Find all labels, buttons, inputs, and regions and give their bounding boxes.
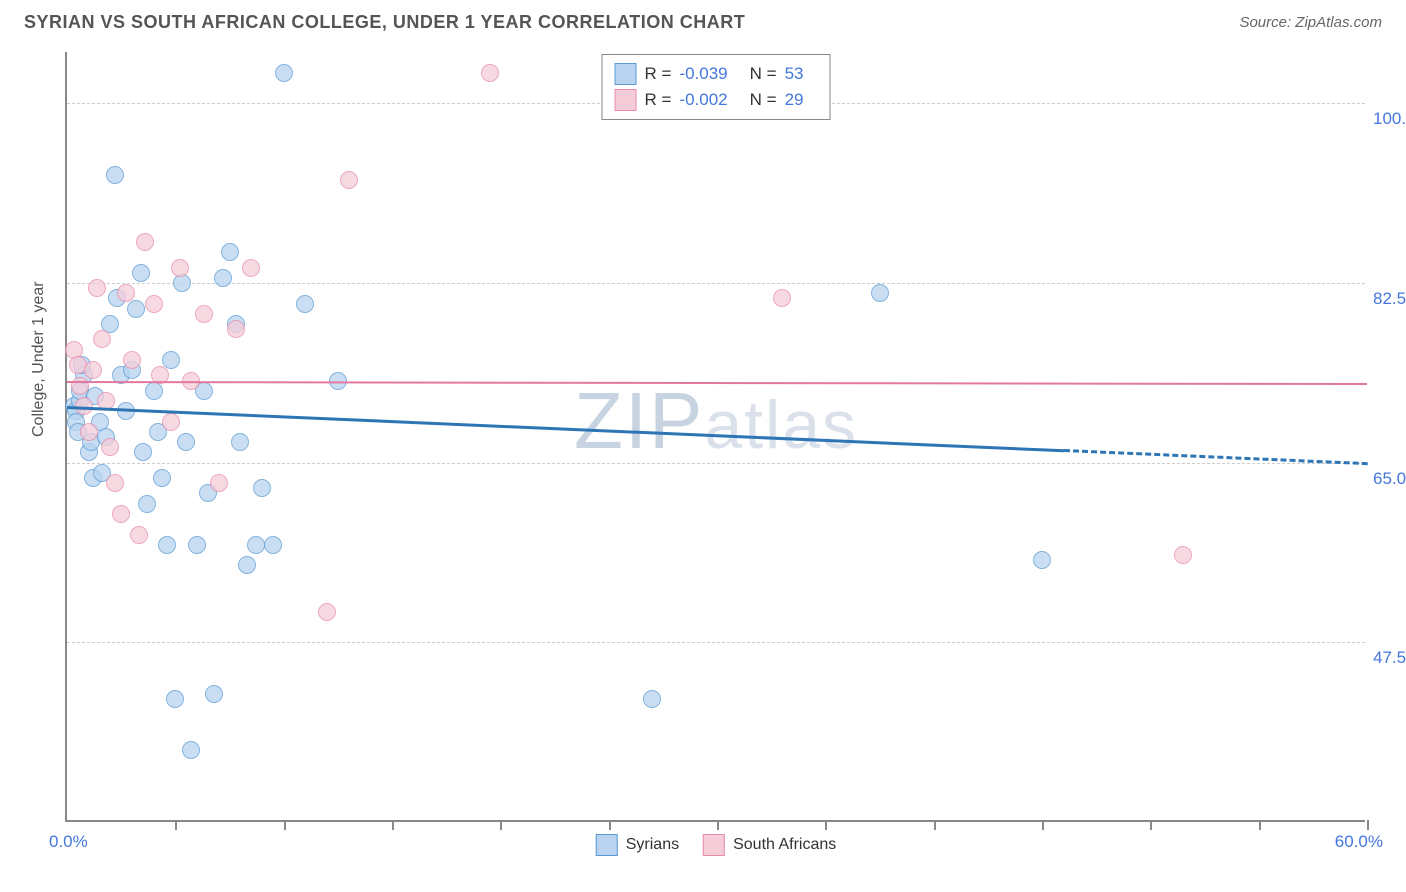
- legend-swatch: [615, 63, 637, 85]
- chart-title: SYRIAN VS SOUTH AFRICAN COLLEGE, UNDER 1…: [24, 12, 745, 33]
- data-point: [1033, 551, 1051, 569]
- n-value: 29: [785, 90, 804, 110]
- data-point: [112, 505, 130, 523]
- data-point: [106, 166, 124, 184]
- y-axis-label: College, Under 1 year: [30, 281, 48, 437]
- gridline-h: [67, 642, 1365, 643]
- chart-source: Source: ZipAtlas.com: [1239, 14, 1382, 31]
- data-point: [158, 536, 176, 554]
- legend-stat-row: R = -0.039 N = 53: [615, 61, 818, 87]
- data-point: [264, 536, 282, 554]
- legend-stat-row: R = -0.002 N = 29: [615, 87, 818, 113]
- x-tick: [1259, 820, 1261, 830]
- plot-area: ZIPatlas R =-0.039N =53R =-0.002N =29 Sy…: [65, 52, 1365, 822]
- x-tick: [1367, 820, 1369, 830]
- data-point: [188, 536, 206, 554]
- r-value: -0.002: [679, 90, 727, 110]
- data-point: [132, 264, 150, 282]
- data-point: [210, 474, 228, 492]
- data-point: [162, 413, 180, 431]
- data-point: [247, 536, 265, 554]
- data-point: [117, 284, 135, 302]
- trend-line: [67, 406, 1064, 452]
- x-axis-max: 60.0%: [1335, 832, 1383, 852]
- data-point: [340, 171, 358, 189]
- data-point: [162, 351, 180, 369]
- y-tick-label: 47.5%: [1373, 648, 1406, 668]
- x-tick: [1150, 820, 1152, 830]
- x-tick: [934, 820, 936, 830]
- data-point: [173, 274, 191, 292]
- r-label: R =: [645, 90, 672, 110]
- data-point: [134, 443, 152, 461]
- data-point: [296, 295, 314, 313]
- y-tick-label: 65.0%: [1373, 469, 1406, 489]
- gridline-h: [67, 283, 1365, 284]
- data-point: [318, 603, 336, 621]
- data-point: [643, 690, 661, 708]
- data-point: [101, 438, 119, 456]
- data-point: [221, 243, 239, 261]
- x-tick: [392, 820, 394, 830]
- legend-swatch: [703, 834, 725, 856]
- x-tick: [1042, 820, 1044, 830]
- y-tick-label: 100.0%: [1373, 109, 1406, 129]
- data-point: [166, 690, 184, 708]
- legend-series: Syrians South Africans: [596, 834, 837, 856]
- x-axis-min: 0.0%: [49, 832, 88, 852]
- r-value: -0.039: [679, 64, 727, 84]
- data-point: [153, 469, 171, 487]
- y-tick-label: 82.5%: [1373, 289, 1406, 309]
- data-point: [130, 526, 148, 544]
- watermark: ZIPatlas: [574, 375, 858, 467]
- data-point: [106, 474, 124, 492]
- n-label: N =: [750, 90, 777, 110]
- x-tick: [717, 820, 719, 830]
- legend-label: Syrians: [626, 836, 679, 854]
- x-tick: [825, 820, 827, 830]
- legend-label: South Africans: [733, 836, 836, 854]
- data-point: [214, 269, 232, 287]
- data-point: [231, 433, 249, 451]
- data-point: [171, 259, 189, 277]
- data-point: [242, 259, 260, 277]
- data-point: [88, 279, 106, 297]
- x-tick: [609, 820, 611, 830]
- data-point: [80, 423, 98, 441]
- data-point: [275, 64, 293, 82]
- data-point: [238, 556, 256, 574]
- data-point: [195, 305, 213, 323]
- legend-item: Syrians: [596, 834, 679, 856]
- data-point: [177, 433, 195, 451]
- data-point: [227, 320, 245, 338]
- x-tick: [175, 820, 177, 830]
- x-tick: [500, 820, 502, 830]
- data-point: [127, 300, 145, 318]
- data-point: [205, 685, 223, 703]
- data-point: [93, 330, 111, 348]
- data-point: [182, 741, 200, 759]
- chart-container: College, Under 1 year ZIPatlas R =-0.039…: [45, 52, 1385, 822]
- legend-stats: R = -0.039 N = 53 R = -0.002 N = 29: [602, 54, 831, 120]
- data-point: [871, 284, 889, 302]
- n-label: N =: [750, 64, 777, 84]
- n-value: 53: [785, 64, 804, 84]
- trend-line: [67, 381, 1367, 385]
- data-point: [253, 479, 271, 497]
- legend-swatch: [596, 834, 618, 856]
- data-point: [145, 295, 163, 313]
- legend-swatch: [615, 89, 637, 111]
- legend-item: South Africans: [703, 834, 836, 856]
- data-point: [123, 351, 141, 369]
- data-point: [145, 382, 163, 400]
- r-label: R =: [645, 64, 672, 84]
- data-point: [773, 289, 791, 307]
- data-point: [71, 377, 89, 395]
- data-point: [136, 233, 154, 251]
- data-point: [1174, 546, 1192, 564]
- data-point: [481, 64, 499, 82]
- data-point: [84, 361, 102, 379]
- x-tick: [284, 820, 286, 830]
- data-point: [138, 495, 156, 513]
